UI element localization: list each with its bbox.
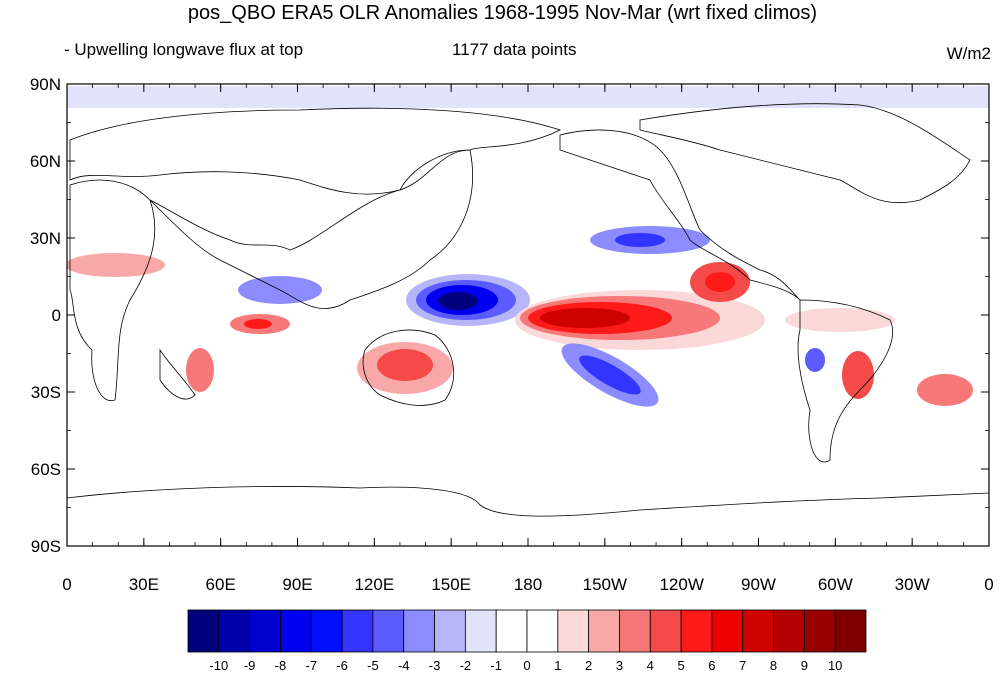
lat-label: 60N <box>30 152 61 171</box>
colorbar-label: 5 <box>677 658 684 673</box>
units-label: W/m2 <box>946 44 991 63</box>
colorbar-box <box>434 609 466 653</box>
colorbar-label: 8 <box>770 658 777 673</box>
colorbar-box <box>280 609 312 653</box>
colorbar: -10 -9 -8 -7 -6 -5 -4 -3 -2 -1 0 1 2 3 4 5 6 7 8 9 10 <box>187 609 867 673</box>
colorbar-label: 6 <box>708 658 715 673</box>
colorbar-box <box>403 609 435 653</box>
colorbar-box <box>249 609 281 653</box>
colorbar-label: 9 <box>801 658 808 673</box>
lon-label: 0 <box>984 575 993 594</box>
lat-label: 30N <box>30 229 61 248</box>
colorbar-box <box>711 609 744 653</box>
anomaly-npac-neg-2 <box>615 233 665 247</box>
lon-label: 60E <box>206 575 236 594</box>
variable-description: - Upwelling longwave flux at top <box>64 40 304 59</box>
coast-madagascar <box>159 348 196 400</box>
colorbar-label: -5 <box>367 658 379 673</box>
colorbar-label: -6 <box>336 658 348 673</box>
colorbar-box <box>619 609 651 653</box>
anomaly-epac-pos-2 <box>705 272 735 292</box>
colorbar-label: -2 <box>460 658 472 673</box>
lat-label: 90S <box>31 537 61 556</box>
anomaly-satlantic-pos <box>917 374 973 406</box>
colorbar-label: -3 <box>429 658 441 673</box>
lon-label: 120E <box>354 575 394 594</box>
coast-eurasia-north <box>69 107 562 195</box>
lat-label: 0 <box>52 306 61 325</box>
colorbar-box <box>187 609 220 653</box>
data-point-count: 1177 data points <box>452 40 577 59</box>
colorbar-label: -7 <box>305 658 317 673</box>
colorbar-label: -4 <box>398 658 410 673</box>
colorbar-label: 0 <box>523 658 530 673</box>
anomaly-samerica-neg <box>805 348 825 372</box>
anomaly-cpac-pos-4 <box>540 308 630 328</box>
colorbar-label: 1 <box>554 658 561 673</box>
coast-australia <box>362 329 454 406</box>
colorbar-label: -1 <box>490 658 502 673</box>
lon-label: 30W <box>895 575 930 594</box>
map-title: pos_QBO ERA5 OLR Anomalies 1968-1995 Nov… <box>187 2 818 24</box>
colorbar-box <box>803 609 836 653</box>
colorbar-box <box>649 609 682 653</box>
colorbar-box <box>680 609 713 653</box>
anomaly-samerica-pos <box>842 351 874 399</box>
lon-label: 150W <box>583 575 627 594</box>
coast-antarctica <box>67 486 989 517</box>
anomaly-amazon-pos <box>785 308 895 332</box>
lon-label: 60W <box>818 575 853 594</box>
lat-label: 30S <box>31 383 61 402</box>
colorbar-box <box>464 609 497 653</box>
colorbar-label: 3 <box>616 658 623 673</box>
lat-label: 60S <box>31 460 61 479</box>
lon-label: 30E <box>129 575 159 594</box>
anomaly-indian-pos-2 <box>244 319 272 329</box>
lon-label: 150E <box>431 575 471 594</box>
coast-canada-greenland <box>639 103 971 204</box>
colorbar-box <box>773 609 805 653</box>
coast-africa <box>69 179 156 401</box>
colorbar-label: -10 <box>209 658 228 673</box>
colorbar-label: 7 <box>739 658 746 673</box>
anomaly-madagascar-pos <box>186 348 214 392</box>
lon-label: 180 <box>514 575 542 594</box>
lon-label: 90E <box>282 575 312 594</box>
colorbar-box <box>526 609 559 653</box>
lat-label: 90N <box>30 75 61 94</box>
colorbar-box <box>218 609 251 653</box>
colorbar-box <box>495 609 528 653</box>
colorbar-box <box>341 609 374 653</box>
lon-label: 120W <box>659 575 703 594</box>
colorbar-box <box>310 609 343 653</box>
lon-label: 0 <box>62 575 71 594</box>
plot-area <box>66 83 990 547</box>
colorbar-box <box>588 609 620 653</box>
colorbar-box <box>372 609 405 653</box>
coastlines <box>67 103 989 517</box>
colorbar-label: -9 <box>244 658 256 673</box>
coast-asia <box>149 149 473 309</box>
colorbar-label: 4 <box>647 658 654 673</box>
colorbar-box <box>557 609 590 653</box>
anomaly-wpac-neg-4 <box>438 292 478 310</box>
lon-label: 90W <box>741 575 776 594</box>
colorbar-box <box>742 609 774 653</box>
coast-south-america <box>797 299 894 463</box>
anomaly-australia-pos-2 <box>377 349 433 381</box>
anomaly-arabia-pos <box>67 253 165 277</box>
colorbar-label: 2 <box>585 658 592 673</box>
colorbar-box <box>834 609 867 653</box>
colorbar-label: -8 <box>275 658 287 673</box>
anomaly-spcz-neg-2 <box>579 355 641 395</box>
colorbar-label: 10 <box>828 658 842 673</box>
